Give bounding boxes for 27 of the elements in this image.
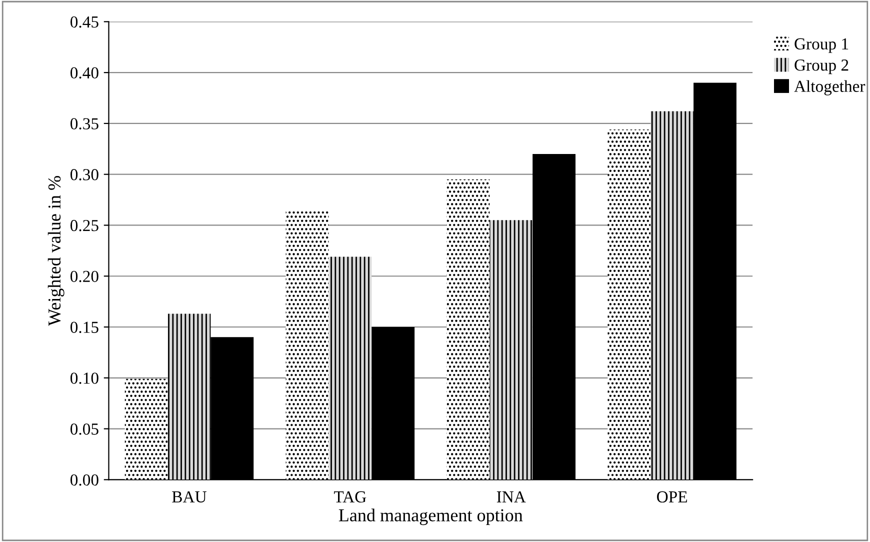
legend-label: Group 2 (794, 60, 848, 74)
legend-label: Group 1 (794, 38, 848, 53)
y-tick-label: 0.25 (70, 220, 98, 232)
y-tick-label: 0.45 (70, 16, 98, 28)
bar (168, 314, 211, 480)
x-tick-label: BAU (172, 491, 206, 503)
x-axis-title: Land management option (338, 508, 523, 526)
x-tick-label: OPE (657, 491, 687, 503)
y-tick-label: 0.00 (70, 474, 98, 486)
legend-label: Altogether (794, 80, 866, 96)
y-tick-label: 0.35 (70, 118, 98, 130)
bar (490, 220, 533, 480)
bar (328, 256, 372, 480)
y-tick-label: 0.40 (70, 67, 98, 79)
bar (124, 378, 168, 480)
y-tick-label: 0.30 (70, 169, 98, 180)
x-tick-label: INA (496, 491, 526, 502)
y-axis-title: Weighted value in % (48, 176, 64, 326)
bar (286, 210, 329, 480)
bar (446, 179, 490, 480)
x-tick-label: TAG (334, 491, 366, 503)
y-tick-label: 0.20 (70, 270, 98, 282)
y-tick-label: 0.10 (70, 372, 98, 384)
bar (650, 111, 694, 480)
bar (608, 130, 651, 480)
y-tick-label: 0.05 (70, 423, 98, 435)
y-tick-label: 0.15 (70, 322, 98, 334)
